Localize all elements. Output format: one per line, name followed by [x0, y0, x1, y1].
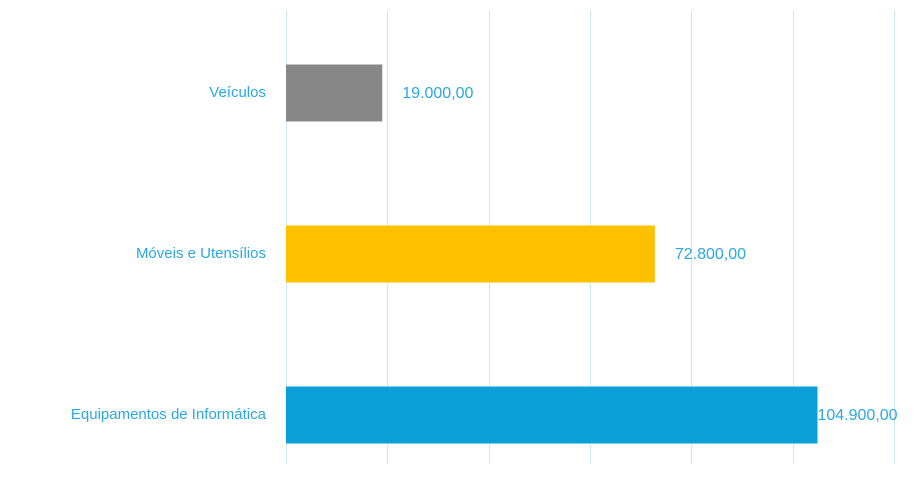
data-labels: 19.000,00 72.800,00 104.900,00 [402, 85, 897, 424]
category-label-0: Veículos [209, 84, 266, 101]
bars [286, 64, 818, 444]
bar-1 [286, 225, 655, 283]
data-label-2: 104.900,00 [817, 407, 897, 424]
category-label-2: Equipamentos de Informática [71, 406, 267, 423]
bar-0 [286, 64, 383, 122]
bar-2 [286, 386, 818, 444]
category-label-1: Móveis e Utensílios [136, 245, 266, 262]
data-label-1: 72.800,00 [675, 246, 746, 263]
data-label-0: 19.000,00 [402, 85, 473, 102]
category-labels: Veículos Móveis e Utensílios Equipamentos … [71, 84, 267, 423]
